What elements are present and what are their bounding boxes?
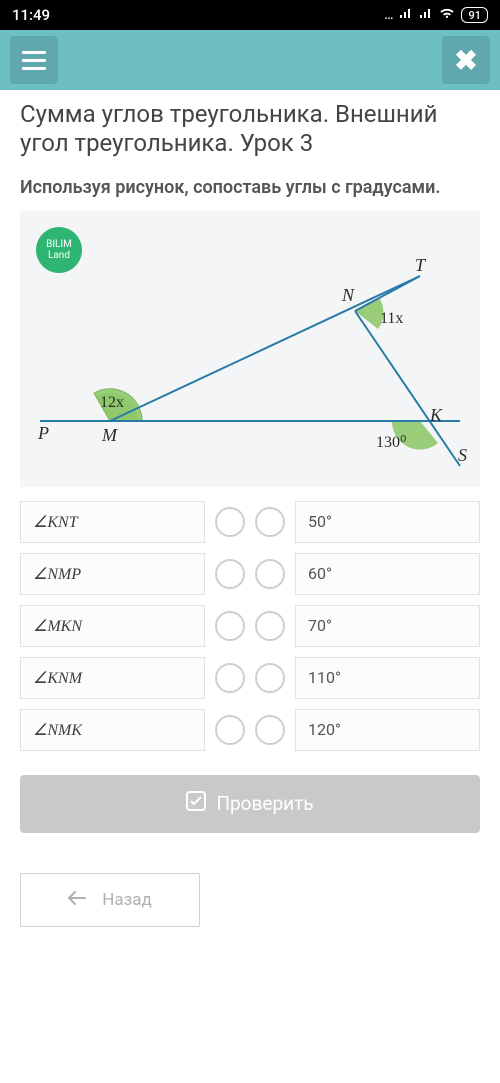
match-row: ∠KNM 110° (20, 657, 480, 699)
match-dot-left[interactable] (215, 507, 245, 537)
lesson-instruction: Используя рисунок, сопоставь углы с град… (20, 176, 480, 199)
battery-icon: 91 (461, 7, 488, 23)
check-button[interactable]: Проверить (20, 775, 480, 833)
angle-label[interactable]: ∠MKN (20, 605, 205, 647)
match-dot-left[interactable] (215, 559, 245, 589)
line-MT (110, 276, 420, 421)
match-row: ∠NMP 60° (20, 553, 480, 595)
label-S: S (458, 445, 467, 465)
degree-label[interactable]: 60° (295, 553, 480, 595)
triangle-figure: T N P M K S 11x 12x 130⁰ (20, 221, 480, 481)
match-dot-left[interactable] (215, 663, 245, 693)
hamburger-icon (22, 51, 46, 70)
back-button[interactable]: Назад (20, 873, 200, 927)
status-time: 11:49 (12, 6, 50, 24)
angle-label[interactable]: ∠KNT (20, 501, 205, 543)
match-row: ∠KNT 50° (20, 501, 480, 543)
check-icon (186, 791, 206, 816)
degree-label[interactable]: 50° (295, 501, 480, 543)
match-dot-right[interactable] (255, 663, 285, 693)
expr-M: 12x (100, 394, 124, 411)
match-dot-right[interactable] (255, 611, 285, 641)
signal-icon (399, 7, 413, 23)
label-P: P (37, 423, 49, 443)
status-bar: 11:49 … 91 (0, 0, 500, 30)
angle-label[interactable]: ∠NMP (20, 553, 205, 595)
check-button-label: Проверить (216, 792, 313, 815)
degree-label[interactable]: 120° (295, 709, 480, 751)
arrow-left-icon (68, 890, 86, 910)
match-row: ∠MKN 70° (20, 605, 480, 647)
label-N: N (341, 285, 355, 305)
match-dot-left[interactable] (215, 611, 245, 641)
angle-label[interactable]: ∠NMK (20, 709, 205, 751)
match-dot-right[interactable] (255, 559, 285, 589)
match-dot-left[interactable] (215, 715, 245, 745)
wifi-icon (439, 7, 455, 23)
label-K: K (429, 405, 443, 425)
signal-icon-2 (419, 7, 433, 23)
label-M: M (101, 425, 118, 445)
degree-label[interactable]: 70° (295, 605, 480, 647)
lesson-title: Сумма углов треугольника. Внешний угол т… (20, 100, 480, 158)
bilim-badge: BILIM Land (36, 227, 82, 273)
figure-container: BILIM Land T N P M K S 11x 12 (20, 211, 480, 487)
back-button-label: Назад (102, 890, 152, 910)
app-header: ✖ (0, 30, 500, 90)
status-right: … 91 (384, 7, 488, 23)
close-button[interactable]: ✖ (442, 36, 490, 84)
match-dot-right[interactable] (255, 715, 285, 745)
match-area: ∠KNT 50° ∠NMP 60° ∠MKN 70° ∠KNM 110° ∠NM… (20, 501, 480, 751)
content-area: Сумма углов треугольника. Внешний угол т… (0, 90, 500, 937)
angle-label[interactable]: ∠KNM (20, 657, 205, 699)
close-icon: ✖ (454, 44, 477, 77)
menu-button[interactable] (10, 36, 58, 84)
expr-N: 11x (380, 310, 403, 327)
status-dots: … (384, 8, 393, 23)
label-T: T (415, 255, 427, 275)
match-row: ∠NMK 120° (20, 709, 480, 751)
degree-label[interactable]: 110° (295, 657, 480, 699)
angle-K-val: 130⁰ (376, 434, 406, 451)
match-dot-right[interactable] (255, 507, 285, 537)
